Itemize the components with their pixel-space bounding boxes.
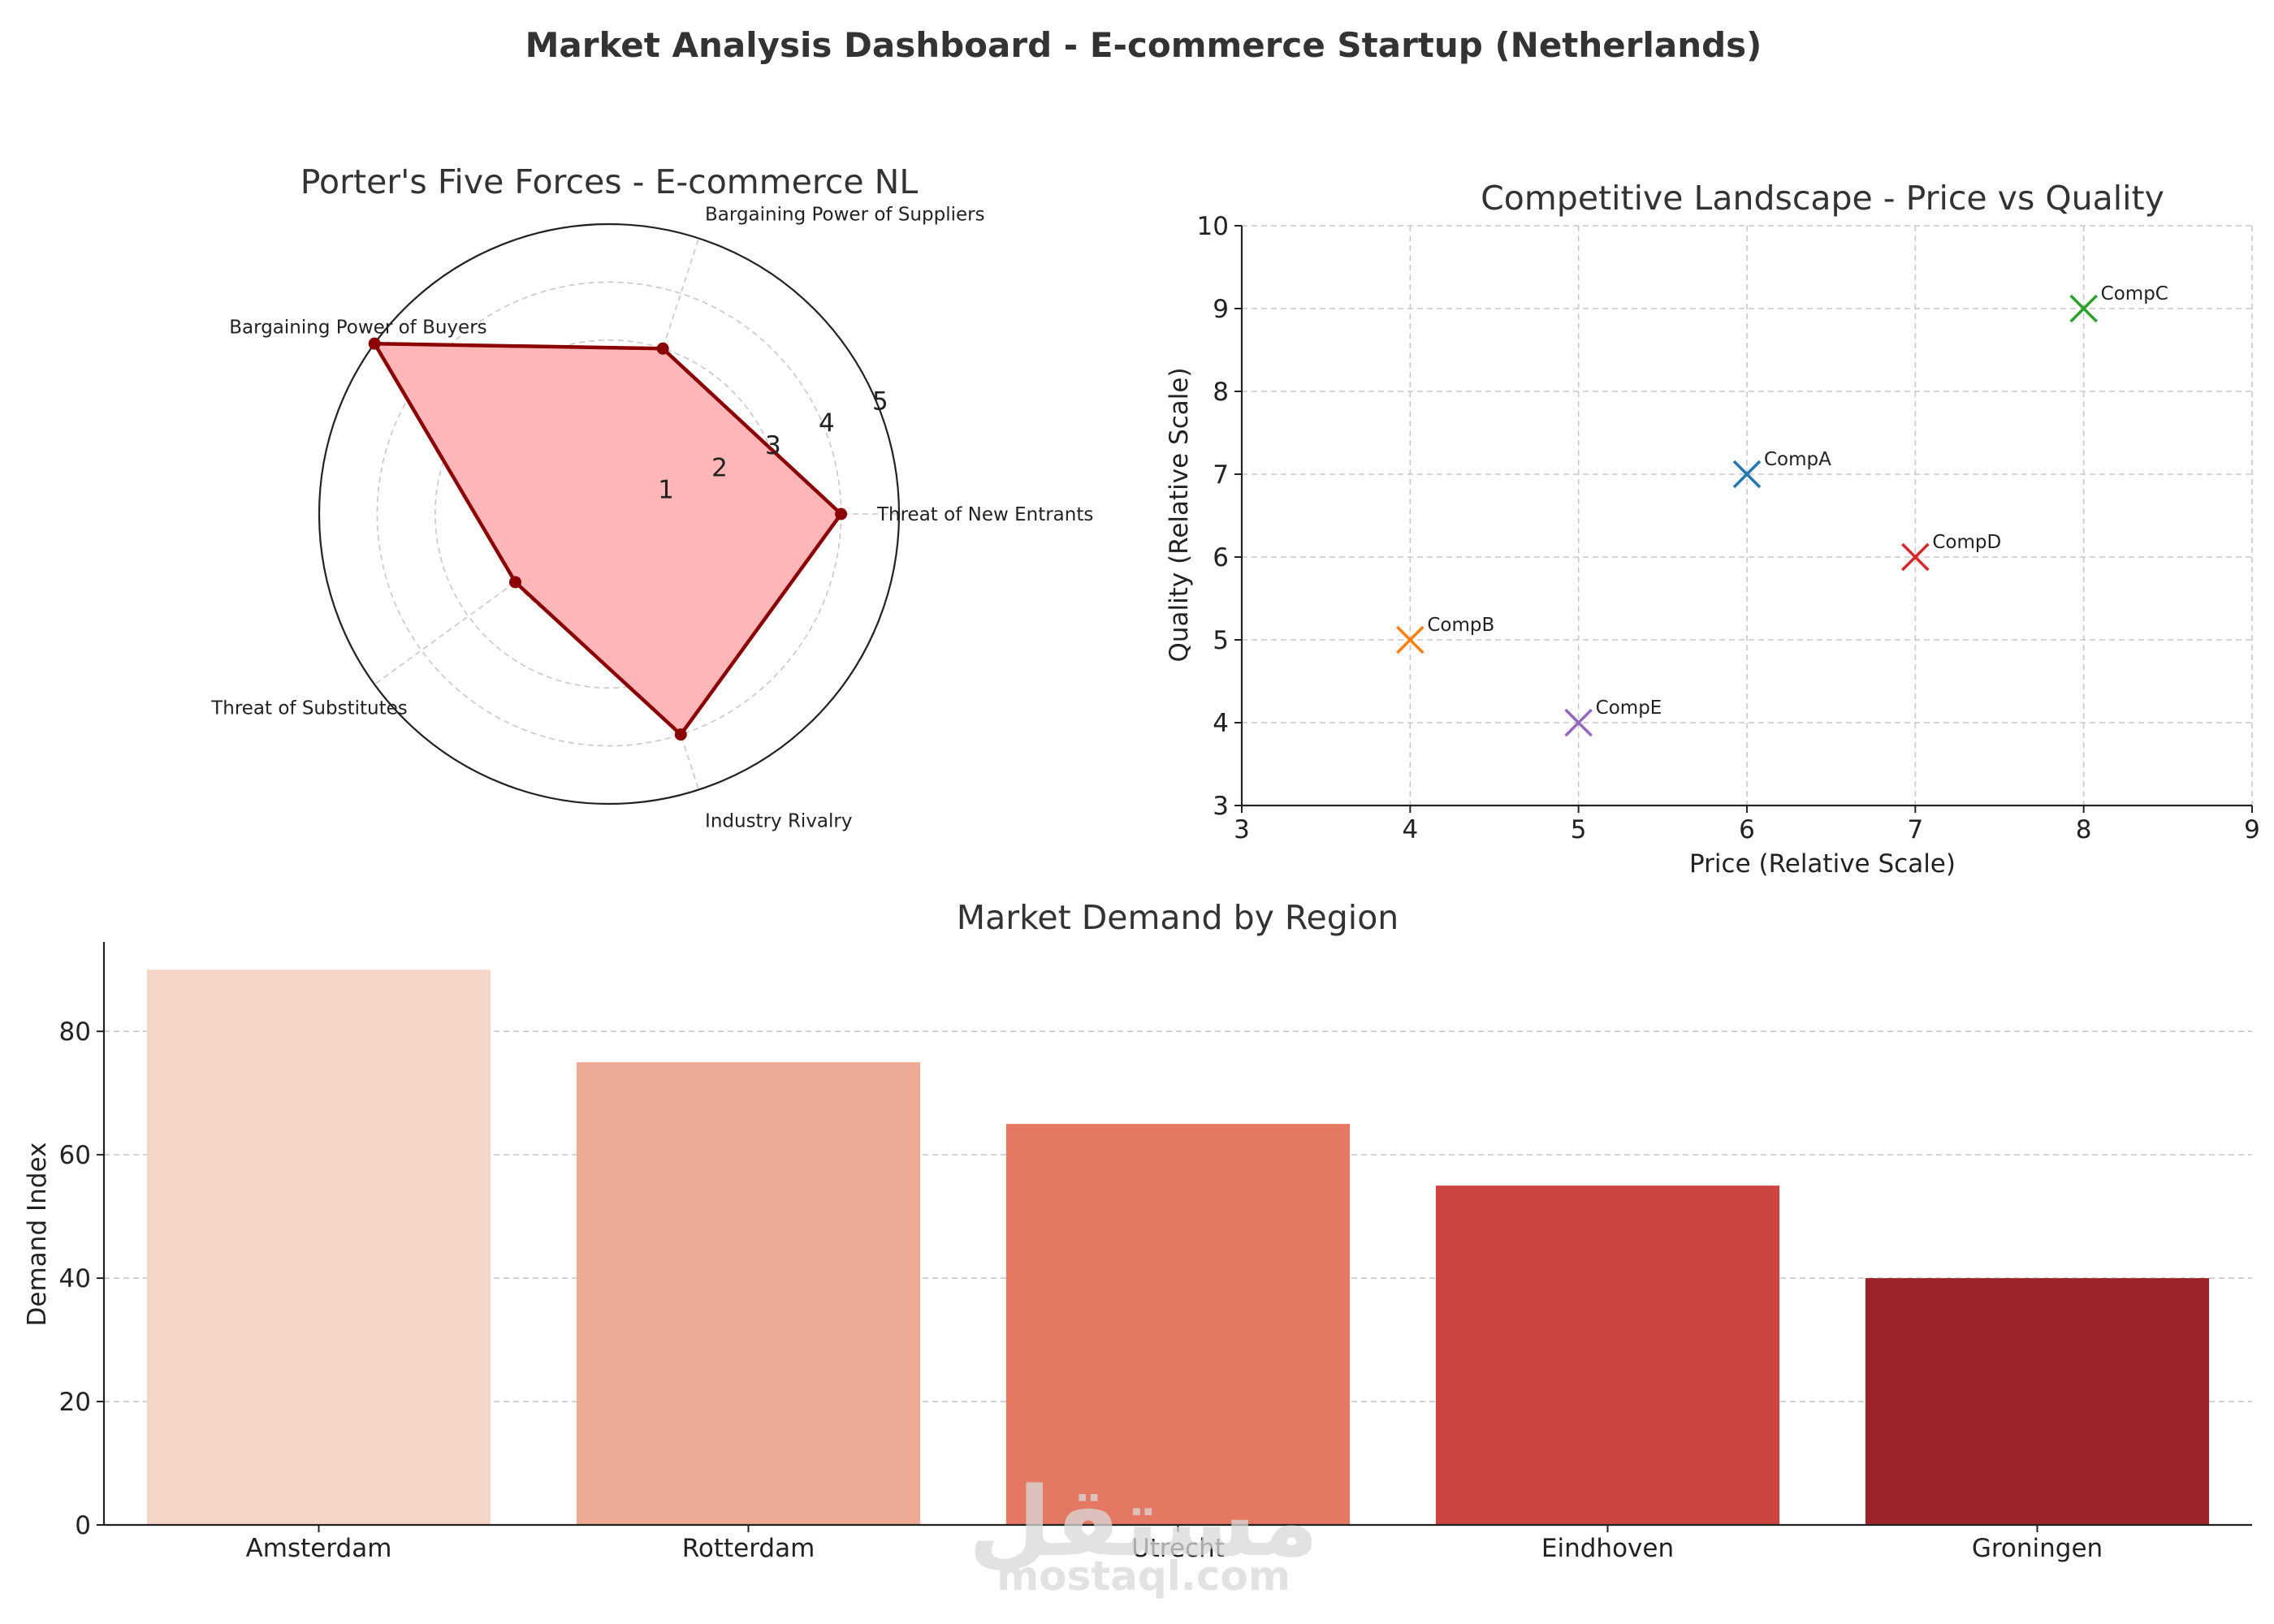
radar-point: [674, 728, 687, 741]
scatter-point-compc: [2069, 294, 2098, 323]
scatter-y-tick-label: 4: [1213, 709, 1229, 738]
dashboard-title: Market Analysis Dashboard - E-commerce S…: [525, 25, 1762, 65]
scatter-point-compd: [1901, 542, 1930, 572]
scatter-y-tick-label: 6: [1213, 543, 1229, 572]
bar-y-tick-label: 40: [59, 1264, 91, 1294]
scatter-point-label: CompA: [1764, 449, 1831, 470]
scatter-x-tick-label: 4: [1402, 815, 1418, 844]
radar-outer-frame: [318, 222, 901, 806]
scatter-point-compa: [1732, 460, 1762, 489]
radar-area: [374, 343, 841, 735]
radar-r-tick-label: 2: [711, 453, 728, 482]
watermark-arabic: مستقل: [968, 1466, 1319, 1578]
scatter-point-label: CompE: [1596, 698, 1662, 719]
scatter-x-tick-label: 3: [1234, 815, 1250, 844]
radar-series-line: [372, 341, 843, 736]
scatter-y-tick-label: 7: [1213, 460, 1229, 490]
bar-category-label: Rotterdam: [682, 1534, 815, 1563]
radar-point: [835, 508, 848, 520]
radar-title: Porter's Five Forces - E-commerce NL: [300, 162, 919, 201]
bar-category-label: Utrecht: [1131, 1534, 1225, 1563]
radar-point: [656, 342, 669, 355]
market-demand-chart: Market Demand by Region Demand Index Ams…: [23, 898, 2252, 1563]
scatter-marker-stroke: [1732, 460, 1762, 489]
radar-point: [508, 576, 521, 589]
scatter-y-axis-label: Quality (Relative Scale): [1165, 367, 1194, 662]
scatter-marker-stroke: [2069, 294, 2098, 323]
scatter-x-axis-label: Price (Relative Scale): [1689, 849, 1956, 879]
scatter-marker-stroke: [1396, 625, 1424, 654]
bar-y-tick-label: 20: [59, 1388, 91, 1417]
radar-r-tick-label: 1: [658, 476, 674, 505]
scatter-marker-stroke: [1901, 542, 1930, 572]
radar-category-label: Bargaining Power of Suppliers: [705, 205, 985, 226]
scatter-x-tick-label: 6: [1739, 815, 1755, 844]
radar-category-label: Industry Rivalry: [705, 810, 852, 831]
bar-category-label: Groningen: [1972, 1534, 2103, 1563]
radar-r-tick-label: 3: [765, 431, 781, 460]
scatter-x-tick-label: 9: [2244, 815, 2260, 844]
scatter-point-compe: [1564, 708, 1593, 737]
bar-groningen: [1865, 1278, 2210, 1525]
scatter-y-tick-label: 3: [1213, 792, 1229, 821]
radar-r-tick-label: 4: [819, 409, 835, 438]
bar-eindhoven: [1435, 1186, 1780, 1525]
bar-category-label: Amsterdam: [246, 1534, 392, 1563]
bar-y-tick-label: 0: [75, 1511, 91, 1540]
scatter-x-tick-label: 8: [2076, 815, 2092, 844]
scatter-x-tick-label: 5: [1571, 815, 1587, 844]
scatter-point-label: CompD: [1932, 532, 2001, 553]
scatter-y-tick-label: 8: [1213, 378, 1229, 407]
scatter-marker-stroke: [1564, 708, 1593, 737]
scatter-y-tick-label: 9: [1213, 295, 1229, 324]
bar-utrecht: [1005, 1124, 1351, 1525]
radar-category-label: Threat of New Entrants: [876, 504, 1093, 525]
scatter-y-tick-label: 5: [1213, 626, 1229, 655]
scatter-x-tick-label: 7: [1907, 815, 1923, 844]
scatter-point-compb: [1396, 625, 1424, 654]
radar-category-label: Bargaining Power of Buyers: [229, 317, 486, 338]
radar-point: [368, 337, 381, 350]
bar-title: Market Demand by Region: [957, 898, 1399, 937]
scatter-title: Competitive Landscape - Price vs Quality: [1481, 179, 2164, 218]
bar-amsterdam: [146, 970, 491, 1525]
radar-category-label: Threat of Substitutes: [210, 698, 408, 719]
scatter-y-tick-label: 10: [1197, 212, 1229, 241]
bar-rotterdam: [576, 1062, 921, 1525]
scatter-point-label: CompC: [2101, 283, 2168, 304]
bar-y-tick-label: 60: [59, 1141, 91, 1170]
scatter-point-label: CompB: [1427, 615, 1494, 636]
radar-r-tick-label: 5: [872, 387, 888, 416]
porters-five-forces-chart: Porter's Five Forces - E-commerce NL 1 2 3…: [210, 162, 1093, 831]
bar-y-axis-label: Demand Index: [23, 1142, 52, 1327]
watermark-latin: mostaql.com: [996, 1553, 1290, 1600]
bar-y-tick-label: 80: [59, 1017, 91, 1047]
bar-category-label: Eindhoven: [1541, 1534, 1674, 1563]
watermark-logo: مستقل mostaql.com: [968, 1466, 1319, 1600]
competitive-landscape-chart: Competitive Landscape - Price vs Quality…: [1165, 179, 2260, 879]
